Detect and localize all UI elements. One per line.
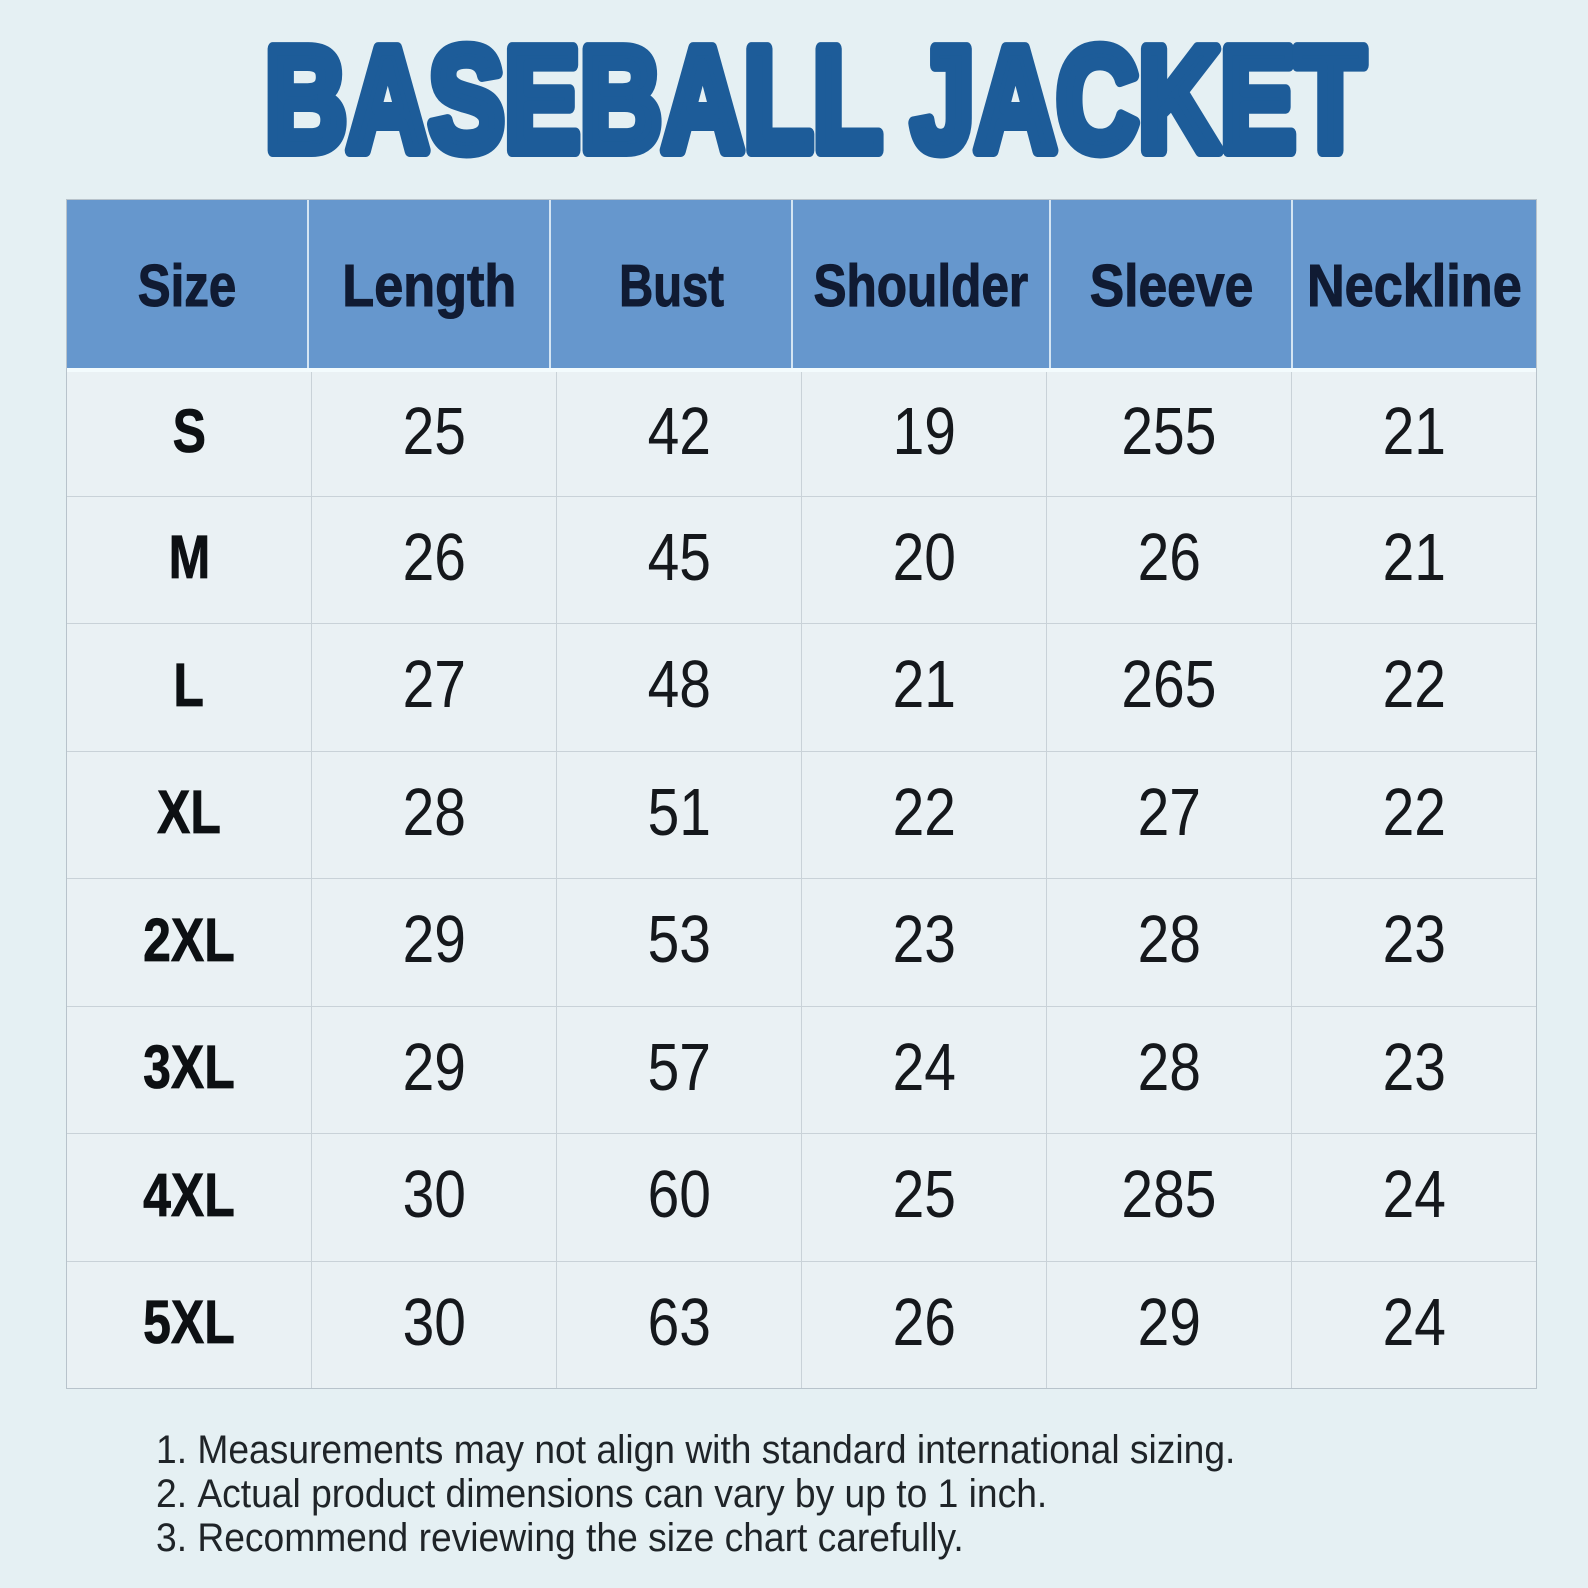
svg-text:BASEBALL JACKET: BASEBALL JACKET bbox=[265, 18, 1365, 183]
